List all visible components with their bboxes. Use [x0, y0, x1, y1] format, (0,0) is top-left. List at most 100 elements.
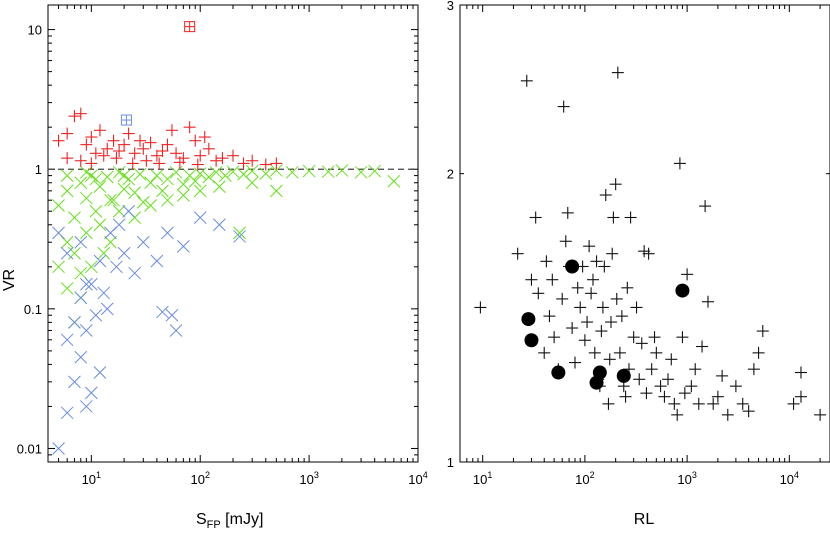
data-point-green-cross: [285, 165, 299, 179]
data-point-black-plus: [604, 316, 617, 329]
data-point-green-cross: [60, 169, 74, 182]
data-point-red-plus: [270, 157, 283, 170]
left-x-label-sub: FP: [207, 519, 221, 531]
left-x-tick-base: 10: [190, 472, 204, 487]
data-point-green-cross: [321, 165, 335, 179]
data-point-red-plus: [110, 152, 123, 165]
data-point-red-plus: [194, 149, 207, 162]
data-point-black-plus: [588, 346, 601, 359]
data-point-black-plus: [586, 273, 599, 286]
data-point-blue-cross: [74, 235, 88, 249]
data-point-black-plus: [692, 397, 705, 410]
data-point-blue-cross: [136, 235, 150, 249]
data-point-blue-cross: [79, 277, 93, 291]
data-point-red-plus: [202, 142, 215, 155]
data-point-green-cross: [218, 169, 232, 182]
data-point-black-plus: [642, 247, 655, 260]
data-point-green-cross: [117, 169, 131, 182]
data-point-blue-cross: [213, 218, 226, 232]
data-point-red-plus: [89, 147, 102, 160]
data-point-green-cross: [68, 211, 81, 224]
right-x-tick-exp: 1: [487, 470, 492, 480]
data-point-black-plus: [668, 397, 681, 410]
right-x-tick-exp: 4: [794, 470, 799, 480]
data-point-black-plus: [729, 380, 742, 393]
data-point-red-plus: [170, 147, 183, 160]
data-point-black-plus: [615, 310, 628, 323]
data-point-blue-cross: [52, 442, 65, 455]
data-point-red-plus: [101, 142, 114, 155]
data-point-red-plus: [237, 157, 250, 170]
data-point-black-plus: [711, 390, 724, 403]
data-point-blue-cross: [150, 254, 164, 268]
right-x-tick-label: 102: [575, 470, 594, 487]
data-point-green-cross: [136, 195, 150, 209]
data-point-blue-cross: [84, 386, 98, 400]
data-point-blue-cross: [177, 240, 190, 253]
data-point-black-plus: [548, 331, 561, 344]
data-point-black-plus: [685, 380, 698, 393]
data-point-green-cross: [68, 246, 81, 260]
data-point-blue-boxed-plus: [120, 114, 132, 126]
left-y-axis-label: VR: [1, 269, 18, 291]
data-point-black-plus: [538, 346, 551, 359]
data-point-black-plus: [661, 373, 674, 386]
data-point-green-cross: [269, 184, 283, 198]
data-point-green-cross: [193, 167, 207, 180]
data-point-green-cross: [193, 184, 207, 198]
data-point-black-plus: [814, 408, 827, 421]
data-point-black-plus: [606, 247, 619, 260]
left-x-tick-exp: 4: [423, 470, 428, 480]
data-point-blue-cross: [110, 260, 123, 274]
data-point-black-plus: [603, 353, 616, 366]
data-point-black-plus: [559, 235, 572, 248]
data-point-green-cross: [104, 235, 117, 249]
data-point-black-plus: [752, 346, 765, 359]
data-point-black-plus: [602, 397, 615, 410]
data-point-black-plus: [598, 260, 611, 273]
right-x-tick-label: 103: [677, 470, 696, 487]
data-point-red-plus: [191, 158, 204, 171]
data-point-blue-cross: [117, 246, 131, 260]
data-point-blue-cross: [156, 305, 169, 319]
data-point-green-cross: [128, 186, 142, 199]
data-point-black-plus: [658, 390, 671, 403]
data-point-green-cross: [161, 193, 174, 207]
left-x-tick-base: 10: [82, 472, 96, 487]
data-point-blue-cross: [60, 246, 74, 260]
data-point-black-plus: [635, 337, 648, 350]
right-y-tick-label: 3: [447, 0, 454, 13]
data-point-black-plus: [619, 390, 632, 403]
data-point-black-plus: [611, 66, 624, 79]
data-point-blue-cross: [93, 254, 107, 268]
data-point-green-cross: [60, 184, 74, 198]
data-point-red-plus: [113, 145, 126, 158]
data-point-green-cross: [117, 182, 131, 196]
data-point-green-cross: [74, 266, 88, 280]
data-point-blue-cross: [112, 218, 126, 232]
data-point-red-plus: [118, 138, 131, 151]
right-y-tick-label: 2: [447, 167, 454, 182]
data-point-red-plus: [85, 131, 98, 144]
left-y-tick-label: 0.1: [24, 302, 42, 317]
data-point-red-plus: [74, 154, 87, 167]
data-point-black-dot: [524, 333, 539, 348]
data-point-green-cross: [133, 167, 147, 181]
data-point-red-plus: [134, 134, 147, 147]
data-point-green-cross: [104, 193, 117, 207]
data-point-green-cross: [188, 174, 202, 188]
data-point-green-cross: [89, 204, 103, 218]
data-point-black-plus: [525, 273, 538, 286]
data-point-red-plus: [80, 138, 93, 151]
data-point-black-plus: [546, 273, 559, 286]
data-point-red-plus: [153, 157, 166, 170]
data-point-black-plus: [561, 206, 574, 219]
right-x-tick-base: 10: [473, 472, 487, 487]
data-point-black-plus: [650, 346, 663, 359]
data-point-black-plus: [557, 100, 570, 113]
left-x-tick-label: 104: [408, 470, 427, 487]
data-point-green-cross: [79, 165, 93, 179]
data-point-green-cross: [79, 226, 93, 240]
data-point-black-plus: [532, 287, 545, 300]
data-point-black-dot: [592, 365, 607, 380]
